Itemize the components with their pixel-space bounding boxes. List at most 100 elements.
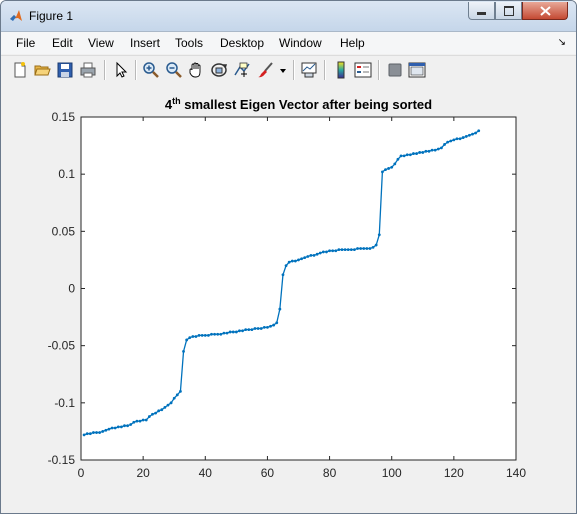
title-bar[interactable]: Figure 1	[1, 1, 576, 32]
minimize-icon	[477, 11, 486, 15]
menu-bar: File Edit View Insert Tools Desktop Wind…	[1, 32, 576, 54]
brush-dropdown-icon[interactable]	[278, 61, 288, 79]
brush-icon[interactable]	[257, 61, 275, 79]
open-file-icon[interactable]	[33, 61, 51, 79]
save-icon[interactable]	[56, 61, 74, 79]
menu-file[interactable]: File	[16, 36, 36, 50]
data-point	[315, 252, 319, 256]
data-point	[377, 233, 381, 237]
menu-view[interactable]: View	[88, 36, 114, 50]
x-tick-label: 120	[444, 466, 464, 480]
data-point	[359, 247, 363, 250]
data-point	[443, 143, 446, 146]
data-point	[154, 411, 157, 415]
print-icon[interactable]	[79, 61, 97, 79]
legend-icon[interactable]	[354, 61, 372, 79]
data-point	[119, 425, 123, 429]
data-point	[312, 253, 316, 257]
data-point	[452, 138, 456, 142]
link-plot-icon[interactable]	[300, 61, 318, 79]
data-point	[290, 259, 294, 263]
data-point	[163, 406, 167, 409]
window-title: Figure 1	[29, 9, 74, 23]
data-point	[396, 157, 400, 161]
colorbar-icon[interactable]	[332, 61, 350, 79]
data-point	[269, 324, 272, 328]
data-point	[138, 419, 142, 423]
data-point	[88, 432, 92, 436]
data-point	[371, 245, 375, 249]
data-point	[412, 152, 415, 155]
zoom-in-icon[interactable]	[142, 61, 160, 79]
toolbar-separator	[324, 60, 326, 80]
data-point	[321, 250, 325, 254]
menu-tools[interactable]: Tools	[175, 36, 204, 50]
data-point	[188, 336, 192, 340]
eigenvector-chart: 4th smallest Eigen Vector after being so…	[48, 96, 527, 480]
data-point	[477, 129, 481, 133]
y-tick-label: -0.1	[54, 396, 75, 410]
data-point	[467, 133, 471, 137]
pan-hand-icon[interactable]	[187, 61, 205, 79]
data-point	[151, 412, 154, 416]
pointer-icon[interactable]	[112, 61, 130, 79]
data-point	[365, 247, 369, 250]
y-tick-label: -0.05	[48, 339, 76, 353]
maximize-button[interactable]	[495, 2, 522, 20]
menu-dock-arrow-icon[interactable]: ↘	[557, 37, 566, 48]
data-point	[194, 335, 198, 338]
menu-window[interactable]: Window	[279, 36, 322, 50]
title-superscript: th	[172, 96, 181, 106]
x-tick-label: 80	[323, 466, 337, 480]
data-point	[449, 139, 453, 143]
data-point	[284, 264, 288, 268]
x-tick-label: 100	[382, 466, 402, 480]
show-plot-tools-icon[interactable]	[408, 61, 426, 79]
data-point	[234, 330, 238, 334]
data-point	[303, 256, 307, 260]
data-point	[126, 424, 130, 428]
data-point	[104, 428, 108, 432]
data-point	[107, 427, 111, 431]
data-point	[116, 425, 120, 429]
data-point	[331, 249, 335, 253]
data-cursor-icon[interactable]	[233, 61, 251, 79]
data-point	[101, 430, 105, 433]
data-point	[272, 323, 276, 327]
figure-canvas: 4th smallest Eigen Vector after being so…	[1, 84, 576, 513]
data-point	[458, 137, 462, 141]
menu-desktop[interactable]: Desktop	[220, 36, 265, 50]
zoom-out-icon[interactable]	[165, 61, 183, 79]
data-point	[206, 333, 210, 337]
menu-help[interactable]: Help	[340, 36, 365, 50]
data-point	[182, 349, 185, 353]
data-point	[222, 331, 226, 335]
data-point	[408, 153, 412, 157]
data-point	[446, 140, 450, 144]
data-point	[415, 152, 418, 155]
new-figure-icon[interactable]	[11, 61, 29, 79]
menu-edit[interactable]: Edit	[52, 36, 73, 50]
hide-plot-tools-icon[interactable]	[386, 61, 404, 79]
data-point	[421, 151, 425, 154]
data-point	[82, 433, 86, 437]
menu-insert[interactable]: Insert	[130, 36, 161, 50]
data-point	[113, 426, 117, 430]
data-point	[374, 243, 378, 247]
data-point	[123, 424, 126, 428]
data-point	[297, 258, 300, 262]
data-point	[203, 333, 207, 337]
data-point	[231, 330, 235, 334]
data-point	[238, 329, 241, 333]
x-tick-label: 40	[199, 466, 213, 480]
rotate-3d-icon[interactable]	[210, 61, 228, 79]
toolbar-separator	[293, 60, 295, 80]
data-point	[179, 390, 182, 393]
close-button[interactable]	[522, 2, 568, 20]
data-point	[197, 333, 201, 337]
data-point	[430, 148, 434, 152]
x-tick-label: 60	[261, 466, 275, 480]
minimize-button[interactable]	[468, 2, 495, 20]
y-tick-label: -0.15	[48, 453, 76, 467]
data-point	[436, 147, 440, 151]
